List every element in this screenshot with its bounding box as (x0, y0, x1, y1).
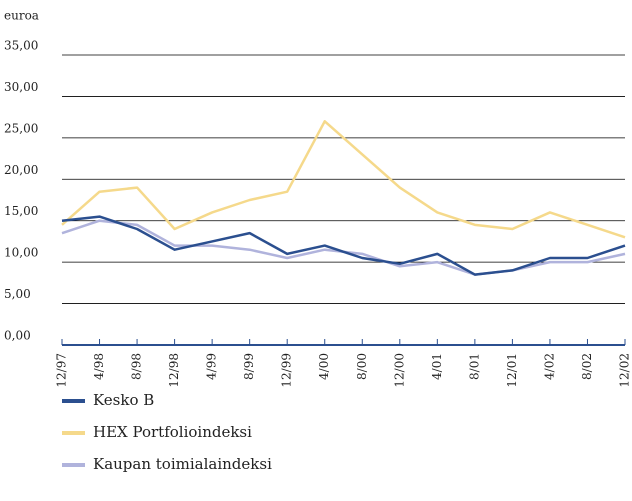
x-tick-label: 8/02 (580, 353, 594, 380)
y-tick-label: 25,00 (4, 121, 38, 135)
x-tick-label: 12/99 (280, 353, 294, 388)
x-tick-label: 8/98 (130, 353, 144, 380)
x-tick-label: 4/01 (430, 353, 444, 380)
x-tick-label: 4/99 (205, 353, 219, 380)
y-tick-label: 20,00 (4, 163, 38, 177)
x-tick-label: 12/02 (618, 353, 632, 388)
series-line (61, 219, 626, 276)
x-tick-label: 12/98 (167, 353, 181, 388)
legend-label: Kaupan toimialaindeksi (93, 455, 272, 473)
legend-label: Kesko B (93, 391, 154, 409)
x-tick-label: 8/99 (242, 353, 256, 380)
x-tick-label: 4/98 (92, 353, 106, 380)
y-tick-label: 35,00 (4, 39, 38, 53)
x-tick-label: 12/97 (55, 353, 69, 388)
x-tick-label: 8/00 (355, 353, 369, 380)
x-tick-label: 4/02 (542, 353, 556, 380)
y-tick-label: 0,00 (4, 329, 31, 343)
y-tick-label: 10,00 (4, 246, 38, 260)
legend-label: HEX Portfolioindeksi (93, 423, 252, 441)
series-line (61, 120, 626, 239)
y-tick-label: 5,00 (4, 287, 31, 301)
x-tick-label: 4/00 (317, 353, 331, 380)
series-line (61, 215, 626, 276)
x-tick-label: 12/01 (505, 353, 519, 388)
x-tick-label: 12/00 (392, 353, 406, 388)
y-tick-label: 15,00 (4, 204, 38, 218)
y-tick-label: 30,00 (4, 80, 38, 94)
x-tick-label: 8/01 (467, 353, 481, 380)
y-axis-label: euroa (4, 9, 39, 23)
